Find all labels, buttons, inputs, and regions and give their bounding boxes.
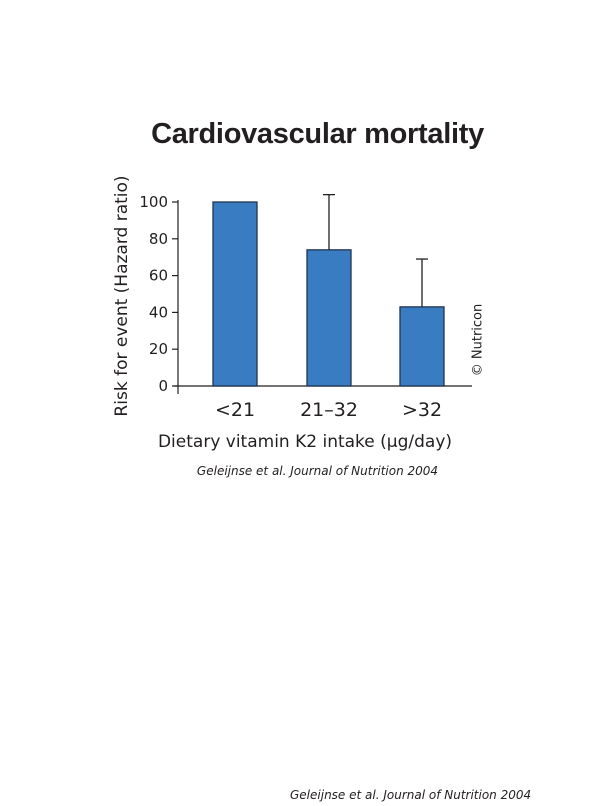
y-tick-label: 60 [149,267,168,285]
source-caption: Geleijnse et al. Journal of Nutrition 20… [196,464,439,478]
bar [212,201,258,387]
bar [306,249,352,387]
x-tick-labels: <21 21–32 >32 [215,399,442,421]
y-tick-label: 80 [149,230,168,248]
bars [212,201,445,387]
x-tick-label: 21–32 [300,399,358,421]
chart-title: Cardiovascular mortality [151,118,484,150]
copyright-text: © Nutricon [470,303,486,377]
y-ticks: 0 20 40 60 80 100 [139,193,178,395]
y-tick-label: 0 [158,377,168,395]
y-tick-label: 100 [139,193,168,211]
y-tick-label: 40 [149,303,168,321]
y-axis-title: Risk for event (Hazard ratio) [112,175,132,416]
error-bars [323,193,428,307]
x-tick-label: >32 [402,399,442,421]
x-tick-label: <21 [215,399,255,421]
y-tick-label: 20 [149,340,168,358]
bar [399,306,445,387]
footer-source-caption: Geleijnse et al. Journal of Nutrition 20… [290,788,532,802]
x-axis-title: Dietary vitamin K2 intake (µg/day) [158,432,452,452]
